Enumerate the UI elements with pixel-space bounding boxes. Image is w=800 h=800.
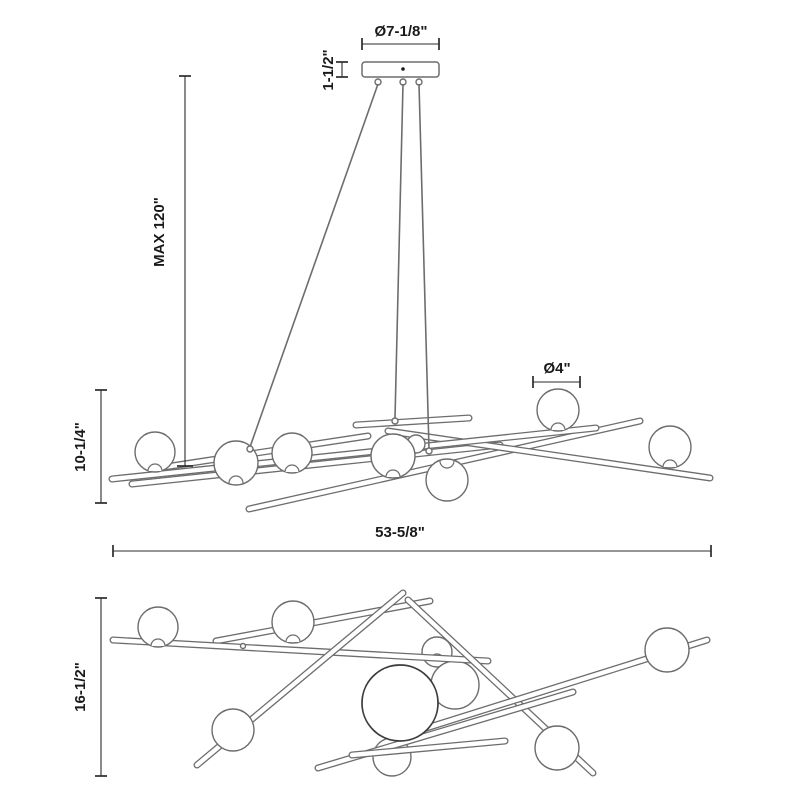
dim-fixture-width: 53-5/8": [112, 524, 712, 557]
socket-cup: [385, 469, 401, 478]
rod: [109, 636, 492, 665]
glass-globe: [137, 606, 179, 648]
dim-canopy-diameter: Ø7-1/8": [361, 23, 440, 50]
socket-cup: [285, 634, 301, 643]
dim-label-fixture-height: 10-1/4": [72, 422, 89, 472]
wire-loop: [391, 417, 399, 425]
dim-globe-diameter: Ø4": [532, 360, 581, 388]
wire-loop: [239, 642, 247, 650]
dim-fixture-height: 10-1/4": [72, 389, 107, 504]
dim-label-fixture-depth: 16-1/2": [72, 662, 89, 712]
dim-fixture-depth: 16-1/2": [72, 597, 107, 777]
glass-globe: [370, 433, 416, 479]
socket-cup: [662, 459, 678, 468]
dim-max-suspension: MAX 120": [151, 75, 193, 467]
glass-globe: [213, 440, 259, 486]
wire-loop: [425, 447, 433, 455]
rod: [108, 424, 600, 483]
suspension-wires: [246, 83, 433, 455]
wire-loop: [246, 445, 254, 453]
socket-cup: [228, 475, 244, 484]
rod: [384, 427, 714, 482]
dim-label-canopy-diameter: Ø7-1/8": [375, 23, 428, 40]
glass-globe: [211, 708, 255, 752]
socket-cup: [150, 638, 166, 647]
socket-cup: [284, 464, 300, 473]
suspension-wire: [394, 83, 404, 419]
glass-globe-large: [361, 664, 439, 742]
plan-view-fixture: [109, 589, 711, 777]
dim-canopy-height: 1-1/2": [320, 49, 348, 91]
glass-globe: [644, 627, 690, 673]
glass-globe: [536, 388, 580, 432]
glass-globe: [271, 600, 315, 644]
glass-globe: [534, 725, 580, 771]
canopy: [361, 61, 440, 86]
suspension-wire: [418, 83, 430, 450]
dim-label-canopy-height: 1-1/2": [320, 49, 337, 90]
canopy-plate: [361, 61, 440, 78]
glass-globe: [425, 458, 469, 502]
glass-globe: [134, 431, 176, 473]
glass-globe: [271, 432, 313, 474]
socket-cup: [147, 463, 163, 472]
dim-label-globe-diameter: Ø4": [543, 360, 570, 377]
side-view-fixture: [108, 388, 714, 513]
glass-globe: [648, 425, 692, 469]
dim-label-fixture-width: 53-5/8": [375, 524, 425, 541]
rod: [154, 432, 372, 472]
socket-cup: [550, 422, 566, 431]
socket-cup: [439, 460, 455, 469]
canopy-screw: [401, 67, 405, 71]
rod: [352, 414, 473, 429]
rod: [348, 737, 509, 759]
rod: [128, 441, 504, 488]
dim-label-max-suspension: MAX 120": [151, 197, 168, 267]
suspension-wire: [249, 83, 379, 448]
rod: [212, 597, 434, 645]
